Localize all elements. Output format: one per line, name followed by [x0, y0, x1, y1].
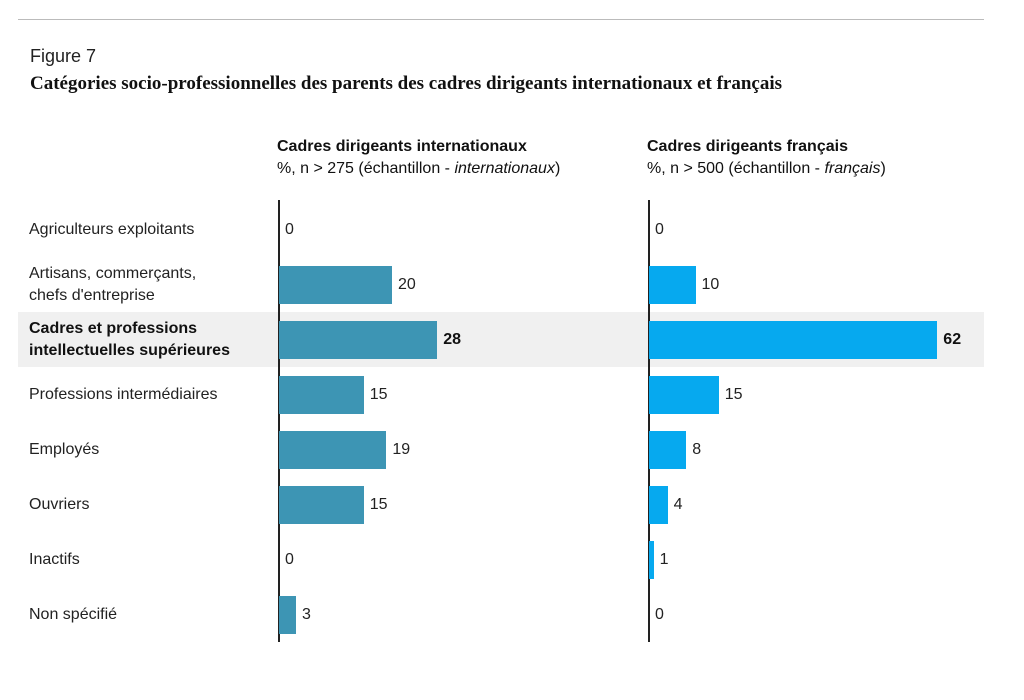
data-label: 15 — [369, 386, 388, 403]
bar — [279, 431, 387, 469]
data-label: 0 — [655, 606, 664, 623]
bar — [279, 596, 296, 634]
data-label: 8 — [692, 441, 702, 458]
category-label: Agriculteurs exploitants — [29, 221, 195, 238]
category-label: Inactifs — [29, 551, 80, 568]
bar — [649, 486, 668, 524]
panel-subtitle-end: ) — [880, 160, 886, 177]
data-label: 19 — [392, 441, 411, 458]
bar — [279, 266, 392, 304]
data-label: 62 — [943, 331, 962, 348]
top-rule — [18, 19, 984, 20]
data-label: 10 — [701, 276, 720, 293]
panel-subtitle-italic: français — [824, 160, 881, 177]
bar — [649, 431, 687, 469]
bar — [279, 376, 364, 414]
panel-subtitle: %, n > 275 (échantillon - — [277, 160, 455, 177]
bar — [649, 541, 654, 579]
panel-header-french: Cadres dirigeants français %, n > 500 (é… — [647, 138, 886, 178]
data-label: 0 — [285, 551, 294, 568]
category-label: Ouvriers — [29, 496, 90, 513]
bar — [279, 321, 438, 359]
data-label: 1 — [659, 551, 669, 568]
data-label: 15 — [724, 386, 743, 403]
bar — [649, 321, 938, 359]
panel-title: Cadres dirigeants internationaux — [277, 138, 527, 155]
category-label: Cadres et professions intellectuelles su… — [29, 320, 230, 359]
category-label: Professions intermédiaires — [29, 386, 218, 403]
data-label: 0 — [655, 221, 664, 238]
data-label: 3 — [301, 606, 311, 623]
panel-subtitle: %, n > 500 (échantillon - — [647, 160, 825, 177]
category-label: Artisans, commerçants, chefs d'entrepris… — [29, 265, 197, 304]
category-label: Non spécifié — [29, 606, 118, 623]
bar — [649, 376, 719, 414]
data-label: 28 — [443, 331, 461, 348]
axis-line — [648, 200, 650, 642]
axis-line — [278, 200, 280, 642]
bar — [649, 266, 696, 304]
panel-subtitle-italic: internationaux — [454, 160, 555, 177]
panel-title: Cadres dirigeants français — [647, 138, 848, 155]
chart-title: Catégories socio-professionnelles des pa… — [30, 73, 783, 94]
bar — [279, 486, 364, 524]
figure-label: Figure 7 — [30, 46, 97, 66]
panel-subtitle-end: ) — [554, 160, 561, 177]
category-label: Employés — [29, 441, 100, 458]
data-label: 0 — [285, 221, 294, 238]
panel-header-international: Cadres dirigeants internationaux %, n > … — [277, 138, 560, 178]
data-label: 20 — [398, 276, 416, 293]
data-label: 15 — [369, 496, 388, 513]
data-label: 4 — [673, 496, 683, 513]
